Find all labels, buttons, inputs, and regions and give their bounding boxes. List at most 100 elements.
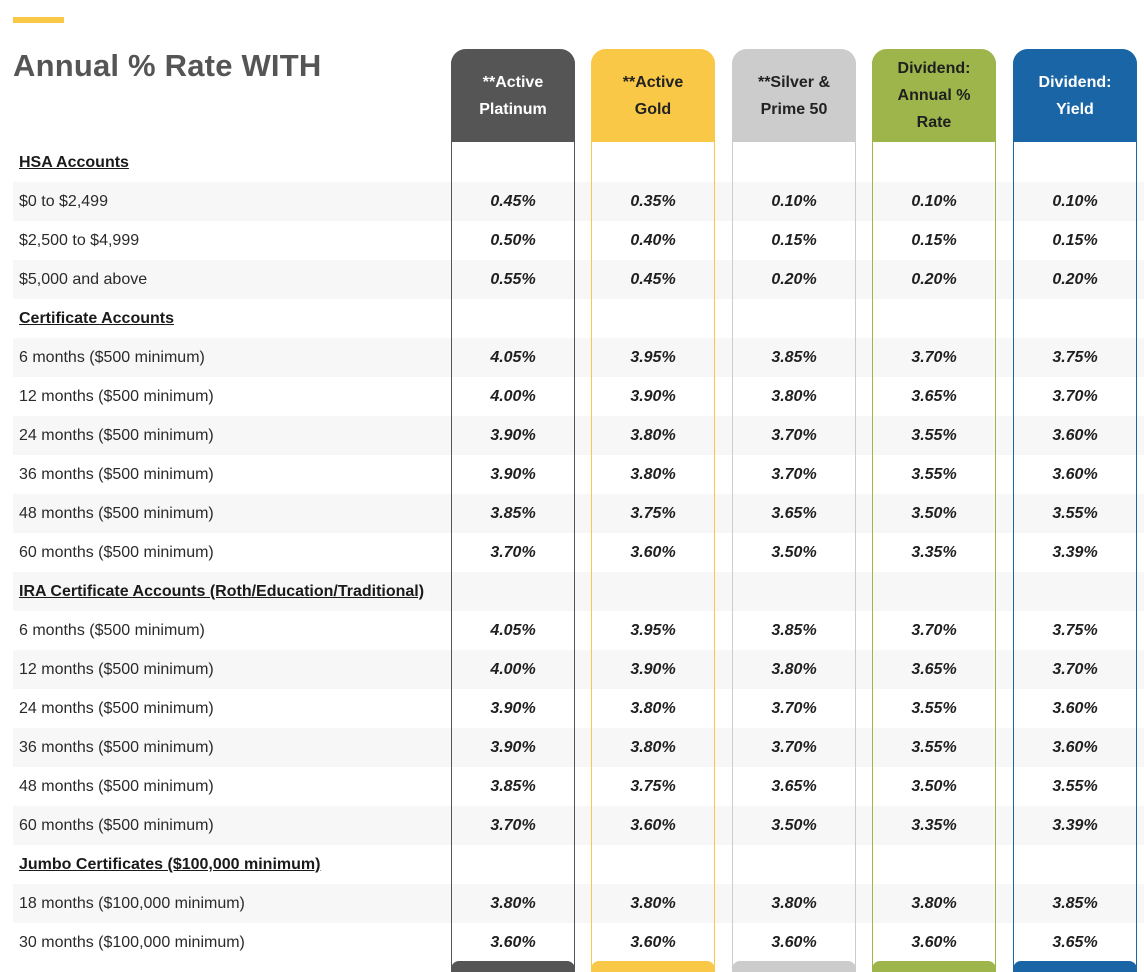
table-row: 6 months ($500 minimum) xyxy=(13,611,1144,650)
rate-cell: 3.65% xyxy=(911,661,957,678)
rate-cell: 3.80% xyxy=(490,895,536,912)
row-label: 36 months ($500 minimum) xyxy=(19,739,214,756)
column-header: **Silver & Prime 50 xyxy=(732,49,856,142)
table-row: 60 months ($500 minimum) xyxy=(13,806,1144,845)
rate-cell: 3.55% xyxy=(911,700,957,717)
rate-cell: 3.90% xyxy=(490,466,536,483)
rate-cell: 3.70% xyxy=(1052,661,1098,678)
column-footer xyxy=(451,961,575,972)
table-row: 6 months ($500 minimum) xyxy=(13,338,1144,377)
rate-cell: 3.60% xyxy=(1052,466,1098,483)
rate-cell: 4.05% xyxy=(490,622,536,639)
rate-cell: 3.75% xyxy=(1052,349,1098,366)
rate-cell: 0.10% xyxy=(1052,193,1098,210)
section-title: Certificate Accounts xyxy=(19,310,174,327)
rate-cell: 3.90% xyxy=(490,700,536,717)
row-label: 48 months ($500 minimum) xyxy=(19,505,214,522)
rate-cell: 3.75% xyxy=(630,505,676,522)
rate-cell: 0.20% xyxy=(1052,271,1098,288)
rate-cell: 0.50% xyxy=(490,232,536,249)
rate-cell: 3.50% xyxy=(771,817,817,834)
rate-cell: 3.85% xyxy=(490,778,536,795)
rate-cell: 3.70% xyxy=(911,349,957,366)
rate-cell: 4.00% xyxy=(490,661,536,678)
table-row: 18 months ($100,000 minimum) xyxy=(13,884,1144,923)
rate-cell: 3.95% xyxy=(630,349,676,366)
column-header: Dividend: Annual % Rate xyxy=(872,49,996,142)
rate-cell: 3.70% xyxy=(771,466,817,483)
column-header: Dividend: Yield xyxy=(1013,49,1137,142)
page-title: Annual % Rate WITH xyxy=(13,48,322,83)
rate-column-5: Dividend: Yield 0.10% 0.15% 0.20% 3.75% 3.70%… xyxy=(1013,49,1137,972)
rate-cell: 3.85% xyxy=(771,622,817,639)
column-footer xyxy=(1013,961,1137,972)
row-label: $5,000 and above xyxy=(19,271,148,288)
rate-cell: 3.85% xyxy=(1052,895,1098,912)
rate-cell: 3.60% xyxy=(630,817,676,834)
accent-bar xyxy=(13,17,64,23)
rate-cell: 3.90% xyxy=(630,388,676,405)
rate-cell: 0.10% xyxy=(771,193,817,210)
table-row: 12 months ($500 minimum) xyxy=(13,377,1144,416)
column-footer xyxy=(872,961,996,972)
row-label: 24 months ($500 minimum) xyxy=(19,700,214,717)
row-label: 18 months ($100,000 minimum) xyxy=(19,895,245,912)
rate-cell: 0.10% xyxy=(911,193,957,210)
rate-cell: 3.80% xyxy=(630,466,676,483)
table-row: 24 months ($500 minimum) xyxy=(13,416,1144,455)
row-label: 36 months ($500 minimum) xyxy=(19,466,214,483)
rate-cell: 3.70% xyxy=(1052,388,1098,405)
rate-cell: 3.80% xyxy=(771,388,817,405)
rate-cell: 0.15% xyxy=(771,232,817,249)
rate-column-4: Dividend: Annual % Rate 0.10% 0.15% 0.20% 3.… xyxy=(872,49,996,972)
rate-cell: 3.90% xyxy=(630,661,676,678)
row-label: 30 months ($100,000 minimum) xyxy=(19,934,245,951)
rate-cell: 3.60% xyxy=(771,934,817,951)
rate-column-3: **Silver & Prime 50 0.10% 0.15% 0.20% 3.85% 3… xyxy=(732,49,856,972)
rate-cell: 3.70% xyxy=(911,622,957,639)
rate-cell: 3.35% xyxy=(911,817,957,834)
rate-cell: 3.80% xyxy=(630,895,676,912)
rate-cell: 3.50% xyxy=(771,544,817,561)
rate-cell: 3.85% xyxy=(490,505,536,522)
row-label: 12 months ($500 minimum) xyxy=(19,661,214,678)
rate-cell: 0.45% xyxy=(630,271,676,288)
row-label: 6 months ($500 minimum) xyxy=(19,622,205,639)
rate-cell: 3.60% xyxy=(1052,427,1098,444)
rate-cell: 0.20% xyxy=(911,271,957,288)
rate-cell: 3.60% xyxy=(1052,739,1098,756)
rate-cell: 3.65% xyxy=(771,505,817,522)
section-header-row: Jumbo Certificates ($100,000 minimum) xyxy=(13,845,1144,884)
table-row: 48 months ($500 minimum) xyxy=(13,767,1144,806)
rate-cell: 0.15% xyxy=(911,232,957,249)
rates-table-rows: HSA Accounts $0 to $2,499 $2,500 to $4,999… xyxy=(13,143,1144,962)
rate-cell: 3.80% xyxy=(630,427,676,444)
column-header-label: Dividend: Yield xyxy=(1038,73,1112,118)
rate-cell: 4.00% xyxy=(490,388,536,405)
section-header-row: HSA Accounts xyxy=(13,143,1144,182)
column-header-label: Dividend: Annual % Rate xyxy=(897,60,971,131)
row-label: 24 months ($500 minimum) xyxy=(19,427,214,444)
row-label: 60 months ($500 minimum) xyxy=(19,817,214,834)
rate-cell: 3.90% xyxy=(490,427,536,444)
rate-cell: 3.55% xyxy=(1052,505,1098,522)
rate-cell: 3.80% xyxy=(630,700,676,717)
rate-cell: 3.70% xyxy=(490,544,536,561)
section-title: Jumbo Certificates ($100,000 minimum) xyxy=(19,856,321,873)
rate-cell: 3.70% xyxy=(771,427,817,444)
rate-cell: 3.55% xyxy=(911,739,957,756)
table-row: $5,000 and above xyxy=(13,260,1144,299)
table-row: 48 months ($500 minimum) xyxy=(13,494,1144,533)
rate-cell: 3.80% xyxy=(771,661,817,678)
rate-cell: 3.65% xyxy=(1052,934,1098,951)
rate-cell: 3.60% xyxy=(1052,700,1098,717)
rate-cell: 3.75% xyxy=(630,778,676,795)
table-row: 12 months ($500 minimum) xyxy=(13,650,1144,689)
rate-cell: 3.80% xyxy=(771,895,817,912)
rate-cell: 3.70% xyxy=(771,739,817,756)
rate-cell: 3.55% xyxy=(911,427,957,444)
column-header-label: **Silver & Prime 50 xyxy=(757,73,831,118)
rate-cell: 3.60% xyxy=(630,934,676,951)
column-footer xyxy=(732,961,856,972)
table-row: 36 months ($500 minimum) xyxy=(13,728,1144,767)
